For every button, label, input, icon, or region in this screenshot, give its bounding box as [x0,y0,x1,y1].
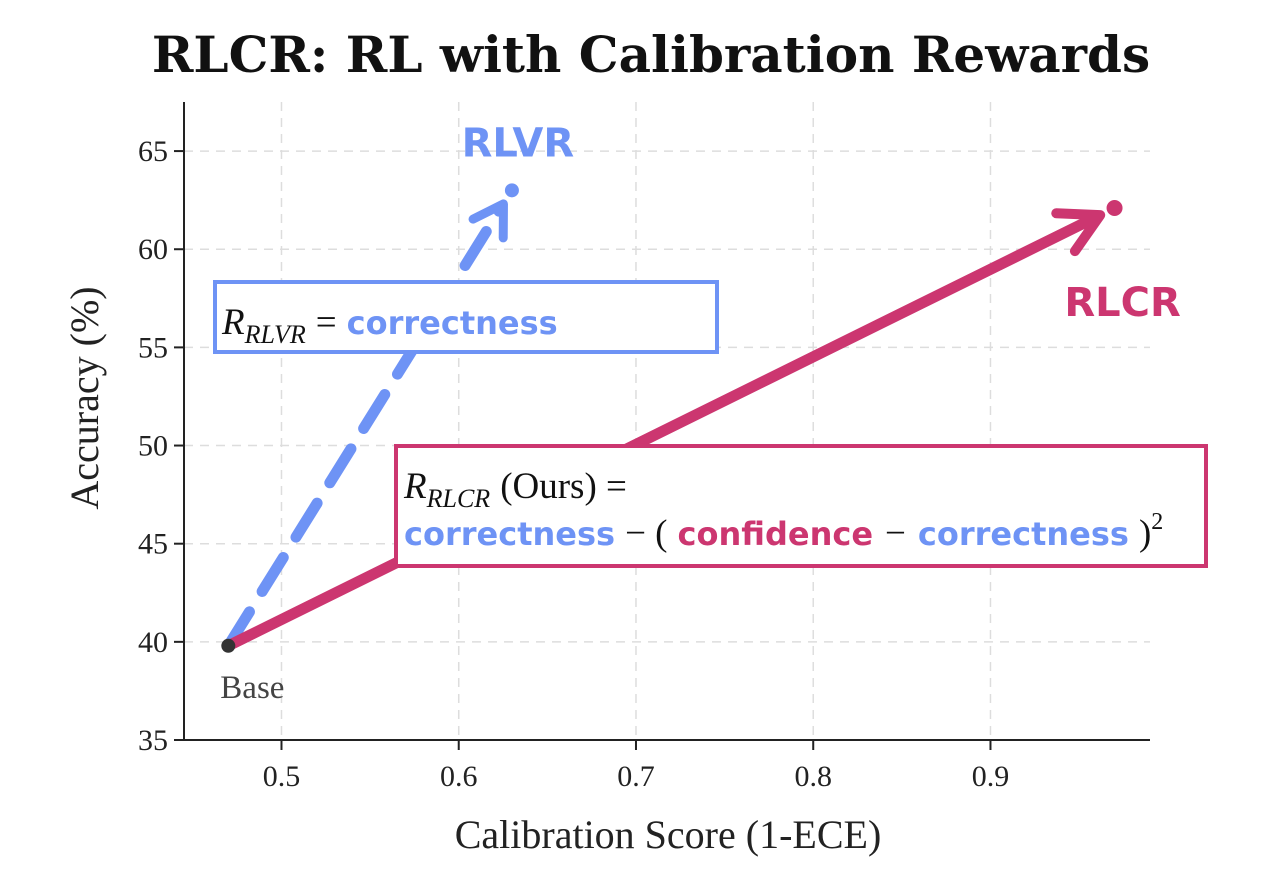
y-tick-label: 60 [138,233,168,266]
rlcr-r-subscript: RLCR [426,484,491,513]
rlcr-term-correctness-1: correctness [404,515,615,553]
rlcr-minus-open: − ( [625,513,667,554]
rlcr-arrow-shaft [222,212,1101,652]
rlvr-box-frame [213,280,719,354]
rlcr-minus: − [885,513,906,554]
y-tick-label: 35 [138,724,168,757]
rlvr-formula-box: RRLVR = correctness [213,280,719,354]
x-tick-label: 0.6 [440,760,478,793]
x-tick-label: 0.8 [794,760,832,793]
rlcr-ours: (Ours) = [500,466,627,507]
y-axis-title: Accuracy (%) [62,286,107,509]
rlcr-formula-line-1: RRLCR (Ours) = [403,466,627,513]
y-tick-label: 65 [138,135,168,168]
rlcr-point-label: RLCR [1064,280,1180,326]
rlvr-arrow-head [468,199,508,243]
x-axis-title: Calibration Score (1-ECE) [455,812,882,857]
chart-title: RLCR: RL with Calibration Rewards [152,25,1150,84]
rlvr-term-correctness: correctness [347,304,558,342]
y-tick-label: 40 [138,626,168,659]
grid [184,102,1150,741]
rlvr-formula: RRLVR = correctness [221,302,558,349]
rlvr-point [504,183,519,198]
rlcr-arrow-head [1051,208,1106,257]
rlvr-r-subscript: RLVR [244,320,306,349]
y-tick-label: 45 [138,528,168,561]
y-tick-label: 55 [138,331,168,364]
rlcr-formula-box: RRLCR (Ours) = correctness − (confidence − c… [394,444,1208,568]
rlcr-term-confidence: confidence [678,515,874,553]
base-point [221,638,236,653]
rlcr-box-frame [394,444,1208,568]
rlcr-r-symbol: R [403,466,427,507]
y-tick-label: 50 [138,430,168,463]
x-tick-label: 0.9 [972,760,1010,793]
rlcr-point [1106,200,1123,217]
rlcr-term-correctness-2: correctness [918,515,1129,553]
rlvr-point-label: RLVR [462,120,575,166]
rlcr-formula-line-2: correctness − (confidence − correctness)2 [404,509,1163,554]
x-tick-label: 0.5 [263,760,301,793]
rlcr-close-paren: ) [1139,513,1151,554]
ticks: 0.5 0.6 0.7 0.8 0.9 35 40 45 50 55 60 65 [138,135,1009,793]
rlvr-equals: = [316,302,337,343]
x-tick-label: 0.7 [617,760,655,793]
rlcr-exponent: 2 [1151,509,1163,535]
base-point-label: Base [220,670,284,706]
rlvr-r-symbol: R [221,302,245,343]
